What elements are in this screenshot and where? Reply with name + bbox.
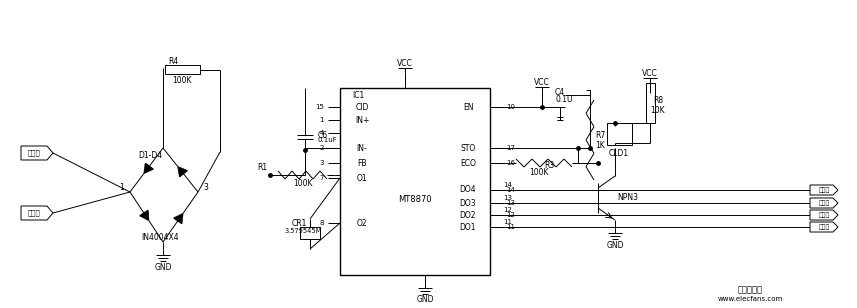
Text: 电话机: 电话机: [27, 150, 40, 156]
Text: 17: 17: [506, 145, 515, 151]
Polygon shape: [810, 185, 838, 195]
Text: 10: 10: [506, 104, 515, 110]
Text: 15: 15: [315, 104, 324, 110]
Text: 2: 2: [320, 145, 324, 151]
Polygon shape: [174, 213, 183, 224]
Text: 3: 3: [320, 160, 324, 166]
Text: IN-: IN-: [357, 144, 368, 152]
Text: 16: 16: [506, 160, 515, 166]
Text: VCC: VCC: [397, 59, 413, 67]
Text: DO1: DO1: [459, 222, 476, 232]
Text: 100K: 100K: [530, 168, 548, 176]
Text: D1-D4: D1-D4: [138, 151, 162, 160]
Text: DO4: DO4: [459, 185, 476, 194]
Text: GND: GND: [606, 241, 624, 249]
Text: GND: GND: [417, 295, 434, 305]
Polygon shape: [810, 210, 838, 220]
Text: 0.1U: 0.1U: [555, 95, 572, 103]
Polygon shape: [21, 206, 53, 220]
Text: 去单机: 去单机: [818, 200, 830, 206]
Text: IN4004X4: IN4004X4: [141, 233, 179, 241]
Text: C4: C4: [555, 87, 565, 96]
Text: DO2: DO2: [459, 210, 476, 220]
Text: EN: EN: [463, 103, 473, 111]
Polygon shape: [21, 146, 53, 160]
Text: 去单机: 去单机: [818, 187, 830, 193]
Text: DO3: DO3: [459, 198, 476, 208]
Text: 11: 11: [506, 224, 515, 230]
Text: 去单机: 去单机: [818, 224, 830, 230]
Text: R1: R1: [257, 163, 267, 172]
Polygon shape: [144, 164, 153, 174]
Polygon shape: [177, 167, 187, 176]
Text: 电话机: 电话机: [27, 210, 40, 216]
Polygon shape: [810, 198, 838, 208]
Text: 1K: 1K: [595, 140, 605, 149]
Text: R7: R7: [595, 131, 605, 140]
Text: R8: R8: [653, 95, 663, 104]
Text: 14: 14: [504, 182, 512, 188]
Text: 8: 8: [320, 220, 324, 226]
Bar: [646, 83, 655, 123]
Text: MT8870: MT8870: [399, 196, 432, 205]
Text: 1: 1: [120, 184, 124, 192]
Text: 13: 13: [504, 195, 512, 201]
Text: 0.1uF: 0.1uF: [317, 137, 337, 143]
Text: 4: 4: [320, 130, 324, 136]
Text: IC1: IC1: [352, 91, 364, 99]
Text: 7: 7: [320, 175, 324, 181]
Bar: [300, 227, 320, 239]
Text: O1: O1: [357, 173, 368, 183]
Text: 3: 3: [204, 184, 208, 192]
Bar: [165, 65, 200, 74]
Text: 电子发烧友: 电子发烧友: [738, 286, 763, 294]
Polygon shape: [810, 222, 838, 232]
Text: 3.579545M: 3.579545M: [285, 228, 322, 234]
Text: 1: 1: [320, 117, 324, 123]
Text: R3: R3: [544, 160, 554, 169]
Text: NPN3: NPN3: [618, 193, 638, 202]
Text: 100K: 100K: [172, 75, 192, 84]
Text: 10K: 10K: [650, 106, 665, 115]
Text: 14: 14: [506, 187, 515, 193]
Text: CLD1: CLD1: [609, 148, 629, 157]
Text: VCC: VCC: [642, 68, 658, 78]
Text: IN+: IN+: [355, 116, 369, 124]
Text: VCC: VCC: [534, 78, 550, 87]
Text: STO: STO: [460, 144, 476, 152]
Text: R4: R4: [168, 56, 178, 66]
Bar: [607, 123, 632, 145]
Text: 12: 12: [504, 207, 512, 213]
Text: CID: CID: [356, 103, 369, 111]
Text: C6: C6: [318, 131, 328, 140]
Text: www.elecfans.com: www.elecfans.com: [717, 296, 782, 302]
Text: FB: FB: [357, 159, 367, 168]
Text: 12: 12: [506, 212, 515, 218]
Text: 去单机: 去单机: [818, 212, 830, 218]
Bar: [340, 88, 490, 275]
Text: GND: GND: [154, 262, 171, 271]
Text: ECO: ECO: [460, 159, 476, 168]
Text: 11: 11: [504, 219, 512, 225]
Text: 100K: 100K: [293, 179, 312, 188]
Text: 13: 13: [506, 200, 515, 206]
Polygon shape: [140, 210, 149, 221]
Text: O2: O2: [357, 218, 368, 228]
Text: CR1: CR1: [292, 218, 308, 228]
